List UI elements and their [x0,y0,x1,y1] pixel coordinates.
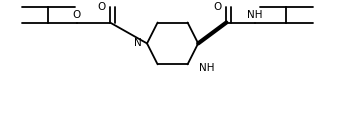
Text: N: N [134,38,142,48]
Text: O: O [72,10,81,20]
Text: O: O [97,2,105,12]
Text: O: O [213,2,222,12]
Text: NH: NH [199,63,215,73]
Text: NH: NH [247,10,262,20]
